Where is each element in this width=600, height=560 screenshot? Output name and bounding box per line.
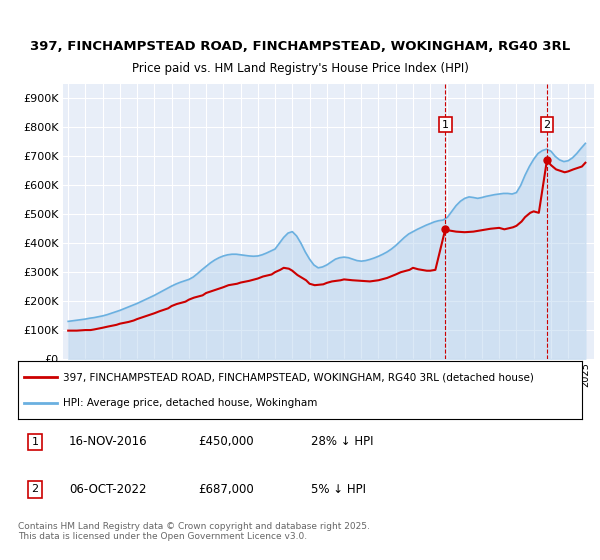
Text: 397, FINCHAMPSTEAD ROAD, FINCHAMPSTEAD, WOKINGHAM, RG40 3RL (detached house): 397, FINCHAMPSTEAD ROAD, FINCHAMPSTEAD, …	[63, 372, 534, 382]
Text: £687,000: £687,000	[199, 483, 254, 496]
Text: 06-OCT-2022: 06-OCT-2022	[69, 483, 146, 496]
Text: 1: 1	[31, 437, 38, 447]
Text: 1: 1	[442, 119, 449, 129]
Text: Price paid vs. HM Land Registry's House Price Index (HPI): Price paid vs. HM Land Registry's House …	[131, 62, 469, 75]
Text: 28% ↓ HPI: 28% ↓ HPI	[311, 436, 374, 449]
Text: HPI: Average price, detached house, Wokingham: HPI: Average price, detached house, Woki…	[63, 398, 317, 408]
Text: £450,000: £450,000	[199, 436, 254, 449]
Text: 2: 2	[544, 119, 550, 129]
Text: 5% ↓ HPI: 5% ↓ HPI	[311, 483, 366, 496]
Text: Contains HM Land Registry data © Crown copyright and database right 2025.
This d: Contains HM Land Registry data © Crown c…	[18, 522, 370, 542]
Text: 397, FINCHAMPSTEAD ROAD, FINCHAMPSTEAD, WOKINGHAM, RG40 3RL: 397, FINCHAMPSTEAD ROAD, FINCHAMPSTEAD, …	[30, 40, 570, 53]
Text: 2: 2	[31, 484, 38, 494]
Text: 16-NOV-2016: 16-NOV-2016	[69, 436, 148, 449]
